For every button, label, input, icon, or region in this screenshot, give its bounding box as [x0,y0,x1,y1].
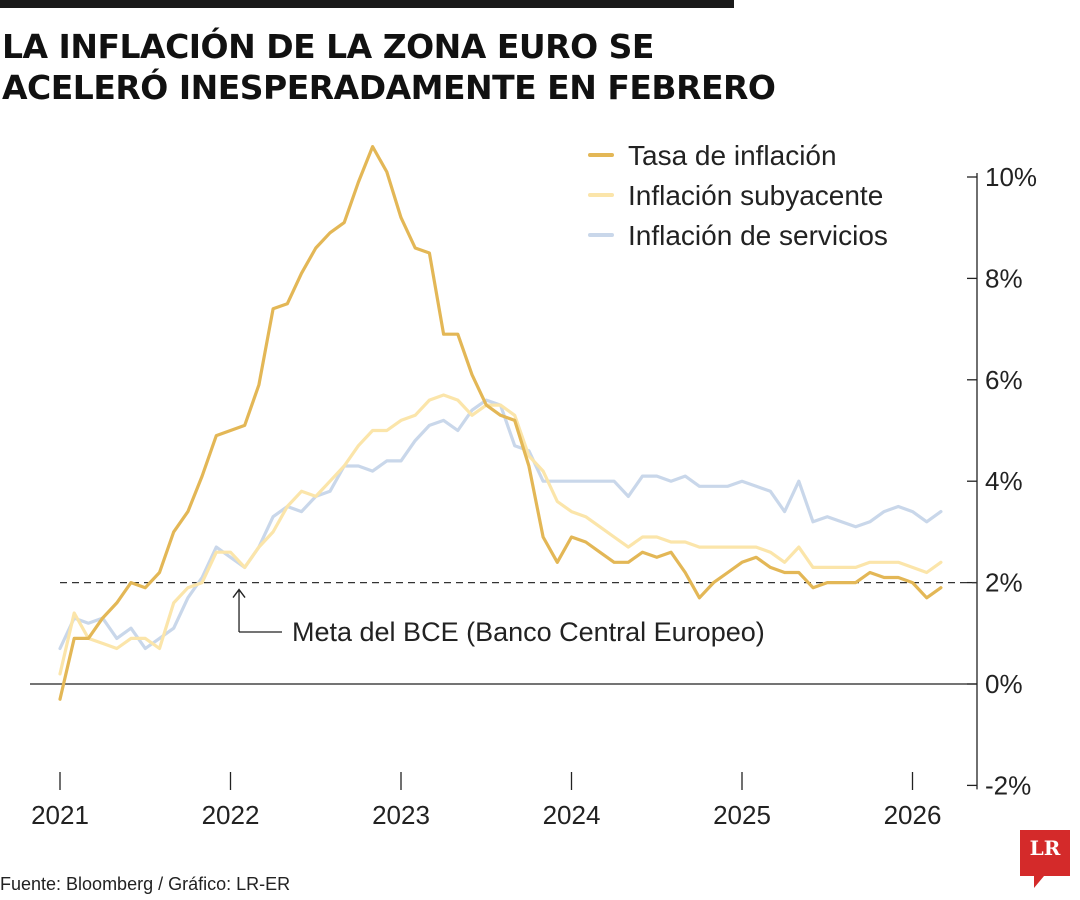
x-tick-label: 2022 [202,800,260,830]
x-tick-label: 2021 [31,800,89,830]
y-tick-label: 2% [985,568,1023,598]
legend-label: Tasa de inflación [628,140,837,171]
legend-label: Inflación de servicios [628,220,888,251]
title-line-2: ACELERÓ INESPERADAMENTE EN FEBRERO [2,68,776,107]
x-tick-label: 2024 [543,800,601,830]
series-line-tasa-de-inflaci-n [58,145,943,701]
annotation-arrowhead [232,588,246,599]
x-tick-label: 2026 [884,800,942,830]
y-tick-label: 0% [985,669,1023,699]
x-tick-label: 2025 [713,800,771,830]
legend-label: Inflación subyacente [628,180,883,211]
lr-logo [1020,830,1070,888]
y-tick-label: 4% [985,466,1023,496]
chart-title: LA INFLACIÓN DE LA ZONA EURO SE ACELERÓ … [2,26,902,108]
y-tick-label: 10% [985,162,1037,192]
series-line-inflaci-n-de-servicios [58,398,943,651]
x-tick-label: 2023 [372,800,430,830]
ecb-target-label: Meta del BCE (Banco Central Europeo) [292,617,765,647]
y-tick-label: 8% [985,263,1023,293]
y-tick-label: -2% [985,770,1031,800]
y-tick-label: 6% [985,365,1023,395]
top-rule [0,0,734,8]
source-note: Fuente: Bloomberg / Gráfico: LR-ER [0,874,291,894]
series-line-inflaci-n-subyacente [58,393,943,676]
title-line-1: LA INFLACIÓN DE LA ZONA EURO SE [2,27,654,66]
